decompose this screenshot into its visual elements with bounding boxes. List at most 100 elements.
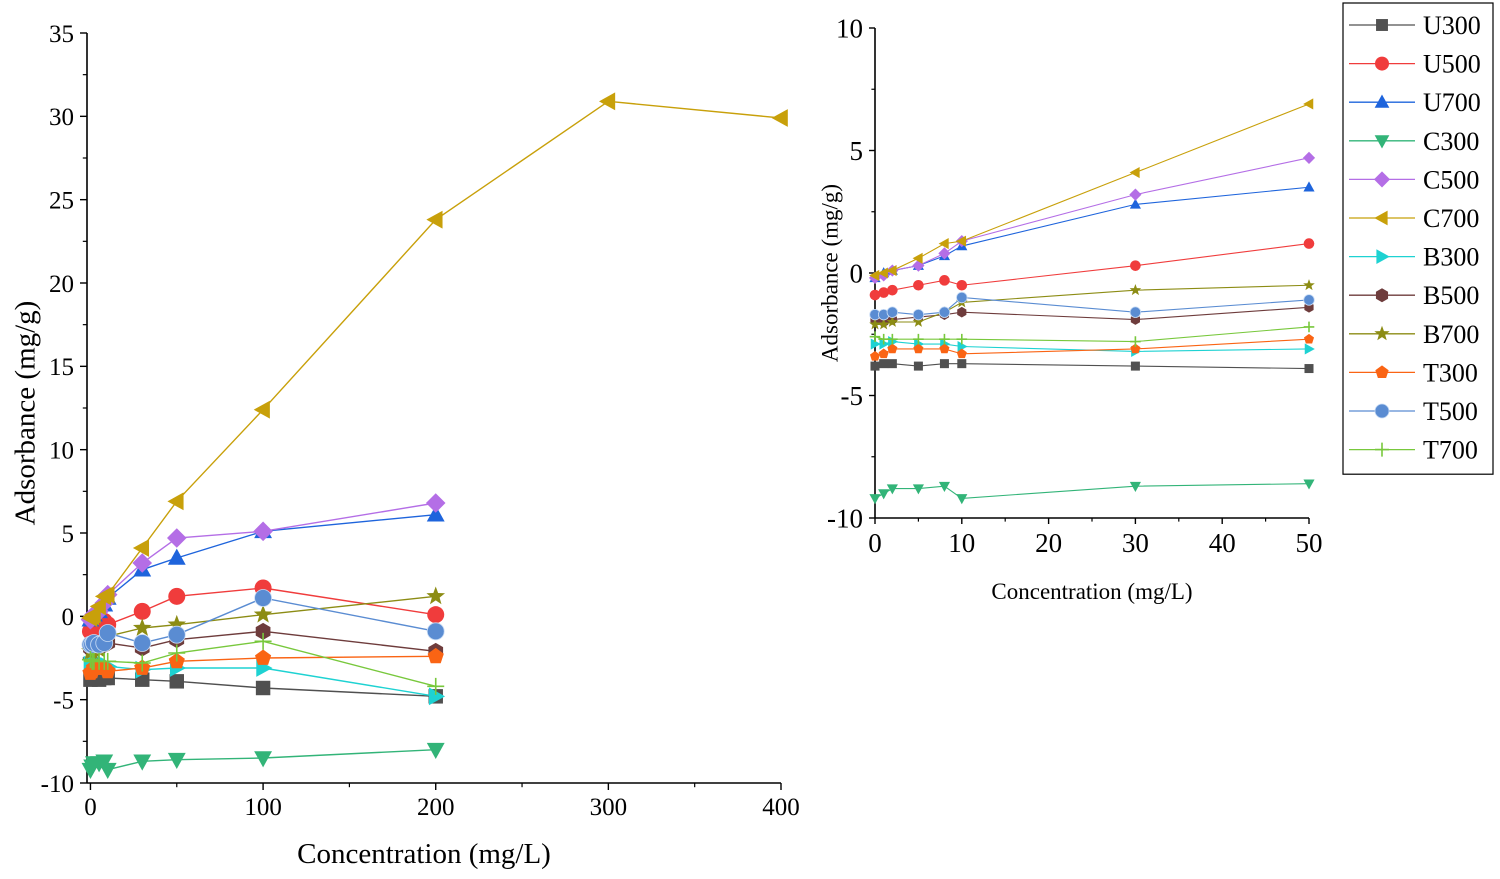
x-tick-label: 200	[417, 794, 455, 821]
data-point	[254, 751, 273, 768]
data-point	[887, 359, 897, 369]
data-point	[1303, 294, 1315, 306]
data-point	[912, 315, 925, 327]
left-plot: 0 100 200 300 400 -10 -5 0 5 10 15 20 25 30 35 Concentr…	[10, 21, 800, 870]
legend-marker	[1374, 325, 1390, 341]
series-c700	[869, 98, 1314, 282]
y-tick-label: 20	[49, 271, 74, 298]
data-point	[956, 348, 967, 359]
legend-marker	[1375, 56, 1389, 71]
data-point	[912, 252, 923, 264]
data-point	[95, 754, 114, 771]
y-tick-label: 0	[62, 604, 75, 631]
y-tick-label: 10	[836, 13, 863, 43]
data-point	[913, 279, 924, 291]
legend-marker	[1376, 249, 1390, 264]
series-t300	[869, 333, 1315, 361]
data-point	[1130, 361, 1140, 371]
data-point	[168, 587, 186, 605]
y-tick-label: -10	[827, 503, 863, 533]
legend-label: B500	[1423, 281, 1479, 310]
data-point	[255, 649, 272, 665]
y-tick-label: 0	[850, 258, 864, 288]
x-tick-label: 0	[868, 528, 882, 558]
data-point	[912, 484, 924, 495]
data-point	[99, 652, 117, 670]
data-point	[84, 605, 101, 624]
y-tick-label: 35	[49, 21, 74, 48]
legend-item: C300	[1349, 127, 1479, 156]
data-point	[887, 343, 898, 354]
legend-label: C500	[1423, 165, 1479, 194]
data-point	[428, 687, 446, 706]
data-point	[426, 505, 445, 522]
data-point	[887, 333, 898, 345]
legend-label: T300	[1423, 358, 1478, 387]
legend-box	[1342, 2, 1494, 475]
data-point	[939, 333, 950, 345]
series-u500	[81, 579, 445, 640]
data-point	[913, 333, 924, 345]
data-point	[1303, 181, 1315, 192]
y-tick-label: 5	[850, 136, 864, 166]
y-tick-label: -5	[841, 381, 864, 411]
legend-label: C300	[1423, 127, 1479, 156]
data-point	[878, 489, 890, 500]
data-point	[427, 606, 445, 624]
data-point	[939, 343, 950, 354]
x-tick-label: 40	[1209, 528, 1236, 558]
y-tick-label: 10	[49, 437, 74, 464]
legend-label: T500	[1423, 397, 1478, 426]
right-plot: 0 10 20 30 40 50 -10 -5 0 5 10 Concentration (mg/L)…	[817, 13, 1322, 604]
data-point	[89, 597, 106, 616]
data-point	[255, 680, 271, 696]
data-point	[869, 318, 881, 330]
data-point	[956, 333, 968, 345]
data-point	[599, 92, 616, 111]
data-point	[912, 259, 925, 272]
data-point	[870, 361, 880, 371]
series-line	[874, 483, 1310, 499]
data-point	[1303, 279, 1315, 291]
data-point	[938, 306, 951, 318]
x-tick-label: 300	[590, 794, 628, 821]
legend-marker	[1375, 442, 1389, 457]
data-point	[254, 589, 272, 607]
data-point	[878, 348, 889, 359]
legend-item: U700	[1349, 88, 1481, 117]
data-point	[1129, 284, 1142, 296]
legend: U300 U500 U700 C300 C500 C700 B300 B500 B700 T300…	[1342, 2, 1494, 475]
legend-marker	[1376, 19, 1388, 31]
data-point	[1304, 343, 1315, 355]
x-tick-label: 400	[762, 794, 800, 821]
series-c300	[81, 742, 445, 780]
data-point	[167, 548, 186, 565]
data-point	[254, 632, 272, 650]
data-point	[939, 275, 950, 286]
data-point	[771, 109, 788, 127]
data-point	[81, 651, 99, 669]
legend-label: B700	[1423, 320, 1479, 349]
x-tick-label: 50	[1296, 528, 1323, 558]
data-point	[98, 585, 115, 604]
data-point	[98, 762, 117, 780]
data-point	[1302, 151, 1316, 164]
x-tick-label: 30	[1122, 528, 1149, 558]
data-point	[167, 492, 184, 511]
data-point	[132, 618, 152, 636]
data-point	[255, 622, 271, 640]
series-t500	[869, 291, 1315, 321]
legend-marker	[1374, 135, 1390, 149]
x-tick-label: 10	[948, 528, 975, 558]
data-point	[938, 481, 951, 492]
data-point	[167, 625, 186, 644]
y-axis-label: Adsorbance (mg/g)	[817, 184, 842, 362]
data-point	[1303, 98, 1314, 110]
data-point	[1129, 198, 1141, 209]
data-point	[253, 521, 273, 542]
data-point	[1129, 481, 1141, 492]
y-axis-label: Adsorbance (mg/g)	[10, 301, 42, 526]
x-axis-label: Concentration (mg/L)	[297, 838, 551, 870]
data-point	[426, 210, 443, 229]
data-point	[133, 654, 151, 672]
